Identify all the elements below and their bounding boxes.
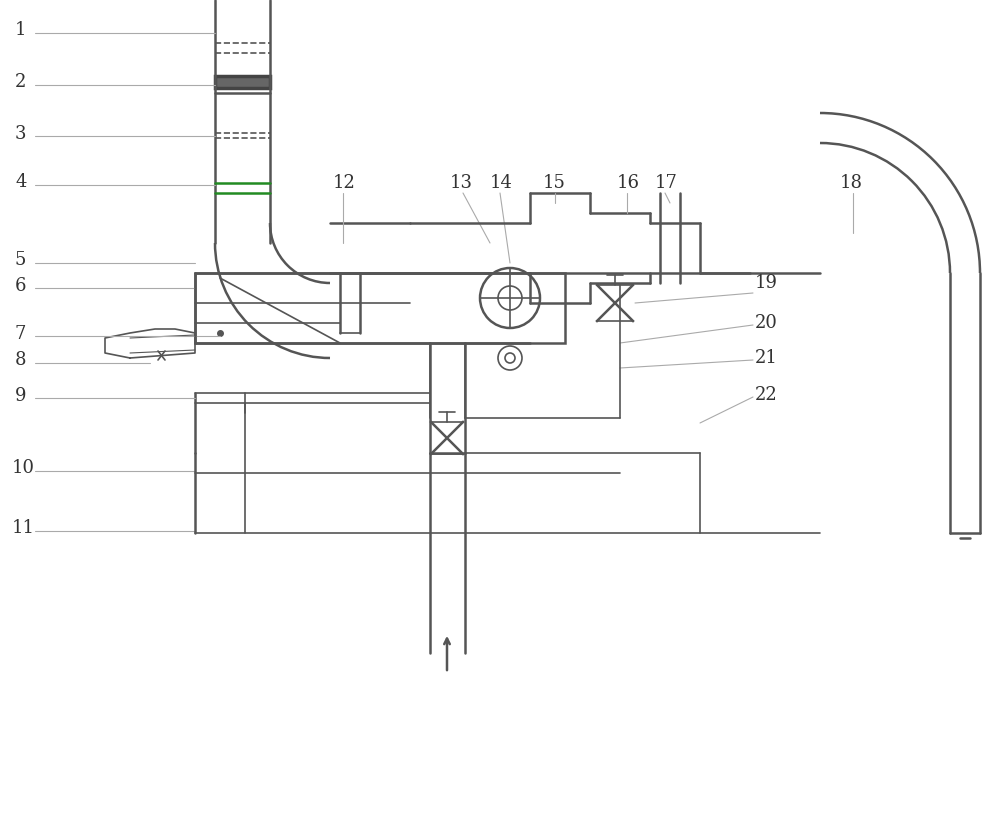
Text: 11: 11 [12, 519, 35, 537]
Text: 8: 8 [15, 351, 26, 369]
Text: 22: 22 [755, 386, 778, 404]
Text: 9: 9 [15, 387, 26, 405]
Text: 12: 12 [333, 174, 356, 192]
Text: 13: 13 [450, 174, 473, 192]
Text: 10: 10 [12, 459, 35, 477]
Bar [215, 76, 270, 88]
Text: 1: 1 [15, 21, 26, 39]
Text: 14: 14 [490, 174, 513, 192]
Circle shape [480, 268, 540, 328]
Circle shape [498, 346, 522, 370]
Text: 16: 16 [617, 174, 640, 192]
Circle shape [505, 353, 515, 363]
Text: 21: 21 [755, 349, 778, 367]
Text: 4: 4 [15, 173, 26, 191]
Text: 5: 5 [15, 251, 26, 269]
Text: 2: 2 [15, 73, 26, 91]
Text: 7: 7 [15, 325, 26, 343]
Bar [195, 273, 565, 343]
Text: 6: 6 [15, 277, 26, 295]
Circle shape [498, 286, 522, 310]
Text: 19: 19 [755, 274, 778, 292]
Text: 20: 20 [755, 314, 778, 332]
Text: 15: 15 [543, 174, 566, 192]
Text: 3: 3 [15, 125, 26, 143]
Text: 17: 17 [655, 174, 678, 192]
Text: 18: 18 [840, 174, 863, 192]
